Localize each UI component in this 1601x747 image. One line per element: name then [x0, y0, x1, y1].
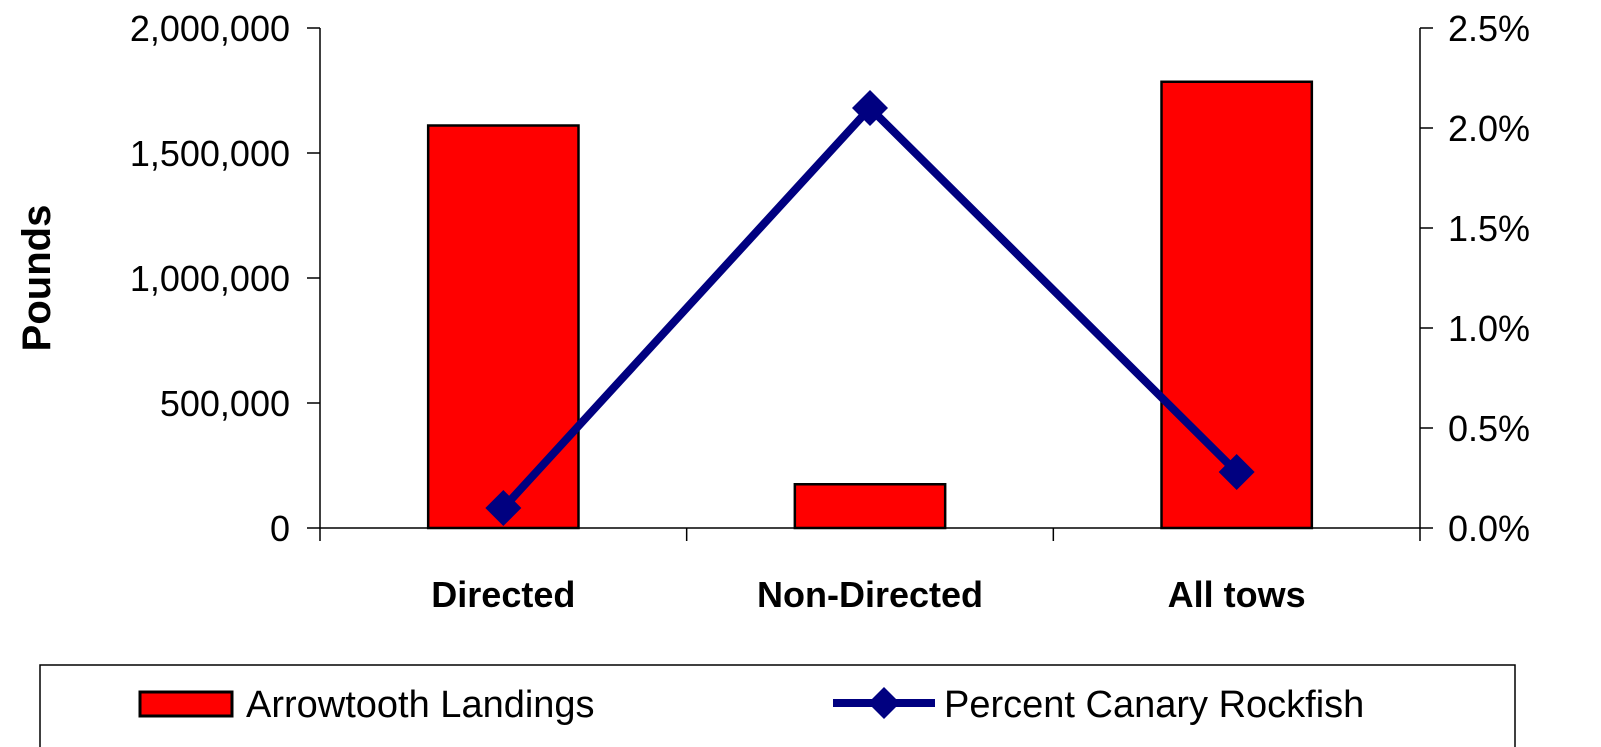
- series-line: [500, 102, 1240, 511]
- legend-label-line: Percent Canary Rockfish: [944, 684, 1364, 726]
- left-tick-label: 1,500,000: [130, 133, 290, 174]
- category-label: Non-Directed: [757, 574, 983, 615]
- right-tick-label: 1.0%: [1448, 308, 1530, 349]
- right-ticks-group: 0.0% 0.5% 1.0% 1.5% 2.0% 2.5%: [1420, 8, 1530, 549]
- left-tick-label: 500,000: [160, 383, 290, 424]
- right-tick-label: 0.5%: [1448, 408, 1530, 449]
- category-label: Directed: [431, 574, 575, 615]
- bars-group: [426, 80, 1314, 530]
- axes-group: [319, 28, 1421, 541]
- right-tick-label: 2.0%: [1448, 108, 1530, 149]
- left-tick-label: 1,000,000: [130, 258, 290, 299]
- legend: Arrowtooth Landings Percent Canary Rockf…: [39, 664, 1516, 747]
- category-labels-group: Directed Non-Directed All tows: [431, 528, 1306, 615]
- legend-swatch-bars: [138, 690, 234, 718]
- category-label: All tows: [1168, 574, 1306, 615]
- legend-diamond-marker: [868, 687, 900, 719]
- left-tick-label: 2,000,000: [130, 8, 290, 49]
- right-tick-label: 1.5%: [1448, 208, 1530, 249]
- diamond-marker: [852, 90, 888, 126]
- bar: [1160, 80, 1314, 530]
- legend-box: [39, 664, 1516, 747]
- diamond-marker: [1218, 454, 1255, 490]
- diamond-marker: [485, 490, 522, 526]
- line-series-group: [485, 90, 1255, 526]
- legend-label-bars: Arrowtooth Landings: [246, 684, 595, 726]
- right-tick-label: 0.0%: [1448, 508, 1530, 549]
- right-tick-label: 2.5%: [1448, 8, 1530, 49]
- y-axis-label: Pounds: [15, 205, 59, 352]
- left-ticks-group: 0 500,000 1,000,000 1,500,000 2,000,000: [130, 8, 320, 549]
- bar: [793, 483, 947, 530]
- left-tick-label: 0: [270, 508, 290, 549]
- bar: [426, 124, 580, 530]
